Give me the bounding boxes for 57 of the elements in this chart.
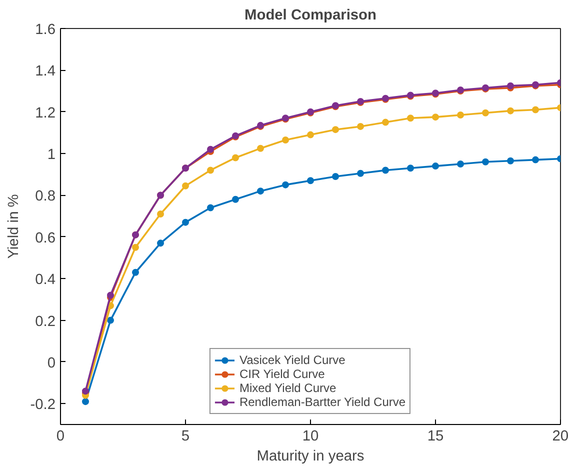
point — [382, 118, 389, 126]
point — [382, 166, 389, 174]
legend-label: Vasicek Yield Curve — [239, 353, 346, 367]
legend-label: CIR Yield Curve — [239, 367, 325, 381]
point — [482, 158, 489, 166]
y-axis-title: Yield in % — [6, 194, 22, 259]
point — [82, 398, 89, 406]
point — [357, 170, 364, 177]
y-tick-label: 1.6 — [35, 22, 56, 38]
point — [457, 112, 464, 118]
point — [232, 154, 239, 162]
y-tick-label: 0.2 — [35, 314, 56, 330]
y-tick-label: 1 — [47, 147, 56, 164]
chart-title: Model Comparison — [244, 8, 377, 24]
point — [532, 106, 539, 114]
x-tick-label: 5 — [181, 428, 190, 444]
point — [257, 188, 264, 195]
point — [332, 172, 339, 180]
legend-label: Rendleman-Bartter Yield Curve — [239, 395, 406, 409]
point — [407, 114, 414, 122]
point — [282, 136, 289, 144]
y-tick-label: 0.6 — [35, 230, 56, 246]
x-tick-label: 10 — [302, 428, 319, 444]
y-tick-label: 1.2 — [35, 105, 56, 122]
point — [432, 114, 439, 121]
point — [482, 109, 489, 116]
point — [532, 156, 539, 164]
point — [307, 177, 314, 184]
point — [282, 181, 289, 188]
x-tick-label: 20 — [552, 428, 568, 444]
point — [182, 218, 189, 226]
point — [107, 316, 114, 324]
point — [332, 126, 339, 134]
y-tick-label: -0.2 — [30, 397, 56, 414]
point — [507, 107, 514, 114]
point — [182, 182, 189, 190]
point — [432, 162, 439, 170]
point — [132, 244, 139, 251]
x-axis-title: Maturity in years — [256, 448, 364, 464]
point — [307, 131, 314, 138]
point — [257, 144, 264, 152]
point — [457, 160, 464, 168]
point — [357, 122, 364, 130]
y-tick-label: 0 — [47, 355, 56, 372]
y-tick-label: 0.8 — [35, 188, 56, 205]
point — [207, 166, 214, 174]
point — [157, 210, 164, 218]
point — [232, 196, 239, 203]
point — [157, 240, 164, 247]
y-tick-label: 1.4 — [35, 64, 56, 80]
legend-label: Mixed Yield Curve — [239, 381, 336, 395]
x-tick-label: 15 — [427, 428, 444, 444]
point — [132, 268, 139, 276]
point — [207, 204, 214, 212]
point — [507, 157, 514, 164]
point — [407, 164, 414, 172]
y-tick-label: 0.4 — [35, 272, 56, 288]
